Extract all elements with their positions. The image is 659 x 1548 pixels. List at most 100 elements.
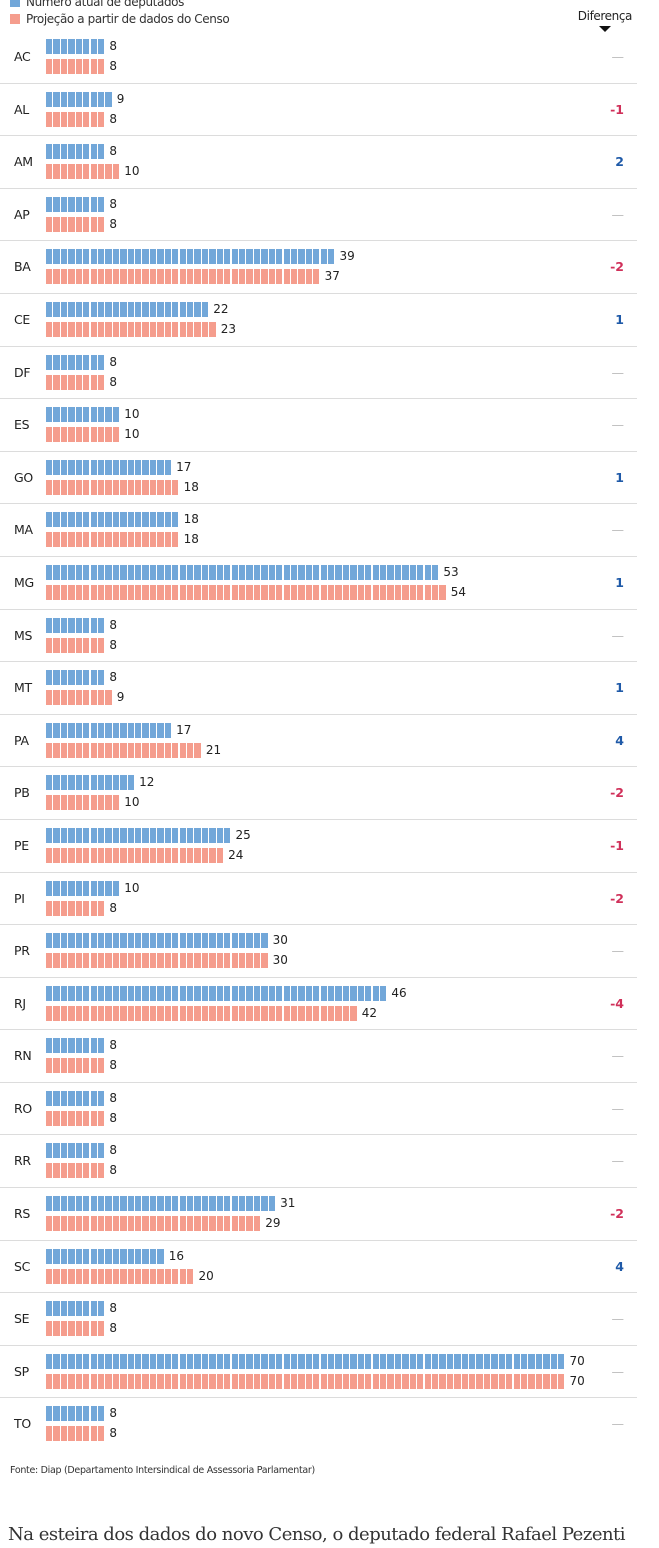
- unit-block-current: [231, 1353, 238, 1369]
- unit-block-current: [68, 670, 75, 686]
- unit-block-current: [60, 91, 68, 107]
- unit-block-projection: [60, 690, 68, 706]
- unit-block-projection: [528, 1373, 535, 1389]
- unit-block-projection: [357, 584, 365, 600]
- difference-value: —: [611, 417, 625, 433]
- unit-block-projection: [105, 1268, 112, 1284]
- unit-block-current: [53, 91, 60, 107]
- unit-block-projection: [127, 479, 134, 495]
- unit-block-current: [68, 775, 75, 791]
- unit-block-projection: [97, 1058, 105, 1074]
- unit-block-projection: [90, 953, 97, 969]
- sort-descending-icon[interactable]: [598, 26, 611, 32]
- unit-block-current: [75, 407, 82, 423]
- unit-block-current: [424, 1353, 431, 1369]
- unit-block-projection: [402, 584, 409, 600]
- unit-block-projection: [342, 1005, 350, 1021]
- unit-block-current: [172, 985, 179, 1001]
- unit-block-projection: [521, 1373, 528, 1389]
- unit-block-current: [201, 933, 209, 949]
- state-label: PA: [14, 732, 29, 748]
- unit-block-projection: [60, 1373, 68, 1389]
- unit-block-current: [60, 827, 68, 843]
- unit-block-projection: [90, 164, 97, 180]
- state-label: GO: [14, 469, 33, 485]
- unit-block-current: [68, 91, 75, 107]
- unit-block-current: [305, 1353, 313, 1369]
- unit-block-projection: [238, 584, 246, 600]
- difference-value: -1: [610, 837, 624, 853]
- unit-block-projection: [75, 1216, 82, 1232]
- legend-label-current: Número atual de deputados: [26, 0, 184, 9]
- unit-block-current: [290, 985, 298, 1001]
- unit-block-current: [90, 1406, 97, 1422]
- unit-block-current: [194, 827, 201, 843]
- unit-block-projection: [135, 847, 142, 863]
- unit-block-projection: [187, 269, 194, 285]
- bar-projected-deputies: 8: [46, 1163, 117, 1179]
- unit-block-current: [149, 722, 157, 738]
- unit-block-current: [535, 1353, 543, 1369]
- unit-block-projection: [60, 637, 68, 653]
- unit-block-current: [491, 1353, 498, 1369]
- unit-block-projection: [112, 742, 120, 758]
- unit-block-current: [164, 459, 172, 475]
- bar-current-deputies: 8: [46, 1301, 117, 1317]
- unit-block-projection: [75, 216, 82, 232]
- unit-block-current: [431, 1353, 439, 1369]
- unit-block-projection: [216, 847, 223, 863]
- unit-block-projection: [224, 953, 231, 969]
- unit-block-projection: [83, 690, 90, 706]
- chart-row-ap: AP 8 8 —: [0, 189, 637, 242]
- unit-block-current: [83, 249, 90, 265]
- bar-current-deputies: 31: [46, 1196, 295, 1212]
- unit-block-current: [135, 933, 142, 949]
- unit-block-projection: [68, 164, 75, 180]
- bar-value-label: 8: [109, 144, 118, 159]
- unit-block-projection: [75, 1163, 82, 1179]
- unit-block-current: [365, 1353, 372, 1369]
- unit-block-current: [209, 1353, 216, 1369]
- unit-block-projection: [75, 847, 82, 863]
- unit-block-projection: [68, 742, 75, 758]
- unit-block-projection: [60, 1216, 68, 1232]
- chart-row-ba: BA 39 37 -2: [0, 241, 637, 294]
- state-label: DF: [14, 364, 31, 380]
- unit-block-projection: [83, 164, 90, 180]
- chart-row-to: TO 8 8 —: [0, 1398, 637, 1451]
- unit-block-current: [97, 775, 105, 791]
- unit-block-current: [201, 1353, 209, 1369]
- unit-block-current: [246, 985, 253, 1001]
- unit-block-current: [112, 564, 120, 580]
- unit-block-projection: [105, 584, 112, 600]
- unit-block-current: [528, 1353, 535, 1369]
- unit-block-projection: [194, 847, 201, 863]
- unit-block-projection: [53, 59, 60, 74]
- unit-block-projection: [283, 1373, 290, 1389]
- unit-block-projection: [454, 1373, 461, 1389]
- unit-block-projection: [142, 532, 149, 548]
- difference-column-header[interactable]: Diferença: [578, 9, 632, 32]
- unit-block-current: [53, 1090, 60, 1106]
- unit-block-projection: [112, 795, 120, 811]
- unit-block-current: [157, 827, 164, 843]
- unit-block-current: [298, 1353, 305, 1369]
- unit-block-projection: [90, 532, 97, 548]
- unit-block-projection: [431, 584, 439, 600]
- unit-block-current: [157, 933, 164, 949]
- unit-block-projection: [83, 479, 90, 495]
- unit-block-projection: [112, 321, 120, 337]
- bar-value-label: 42: [361, 1005, 377, 1020]
- unit-block-current: [365, 985, 372, 1001]
- unit-block-current: [46, 1406, 53, 1422]
- unit-block-projection: [83, 269, 90, 285]
- unit-block-projection: [194, 1373, 201, 1389]
- bar-value-label: 29: [265, 1216, 281, 1231]
- unit-block-current: [46, 1038, 53, 1054]
- unit-block-current: [187, 827, 194, 843]
- unit-block-projection: [127, 1373, 134, 1389]
- unit-block-current: [142, 564, 149, 580]
- bar-current-deputies: 53: [46, 564, 459, 580]
- unit-block-projection: [201, 269, 209, 285]
- unit-block-current: [135, 564, 142, 580]
